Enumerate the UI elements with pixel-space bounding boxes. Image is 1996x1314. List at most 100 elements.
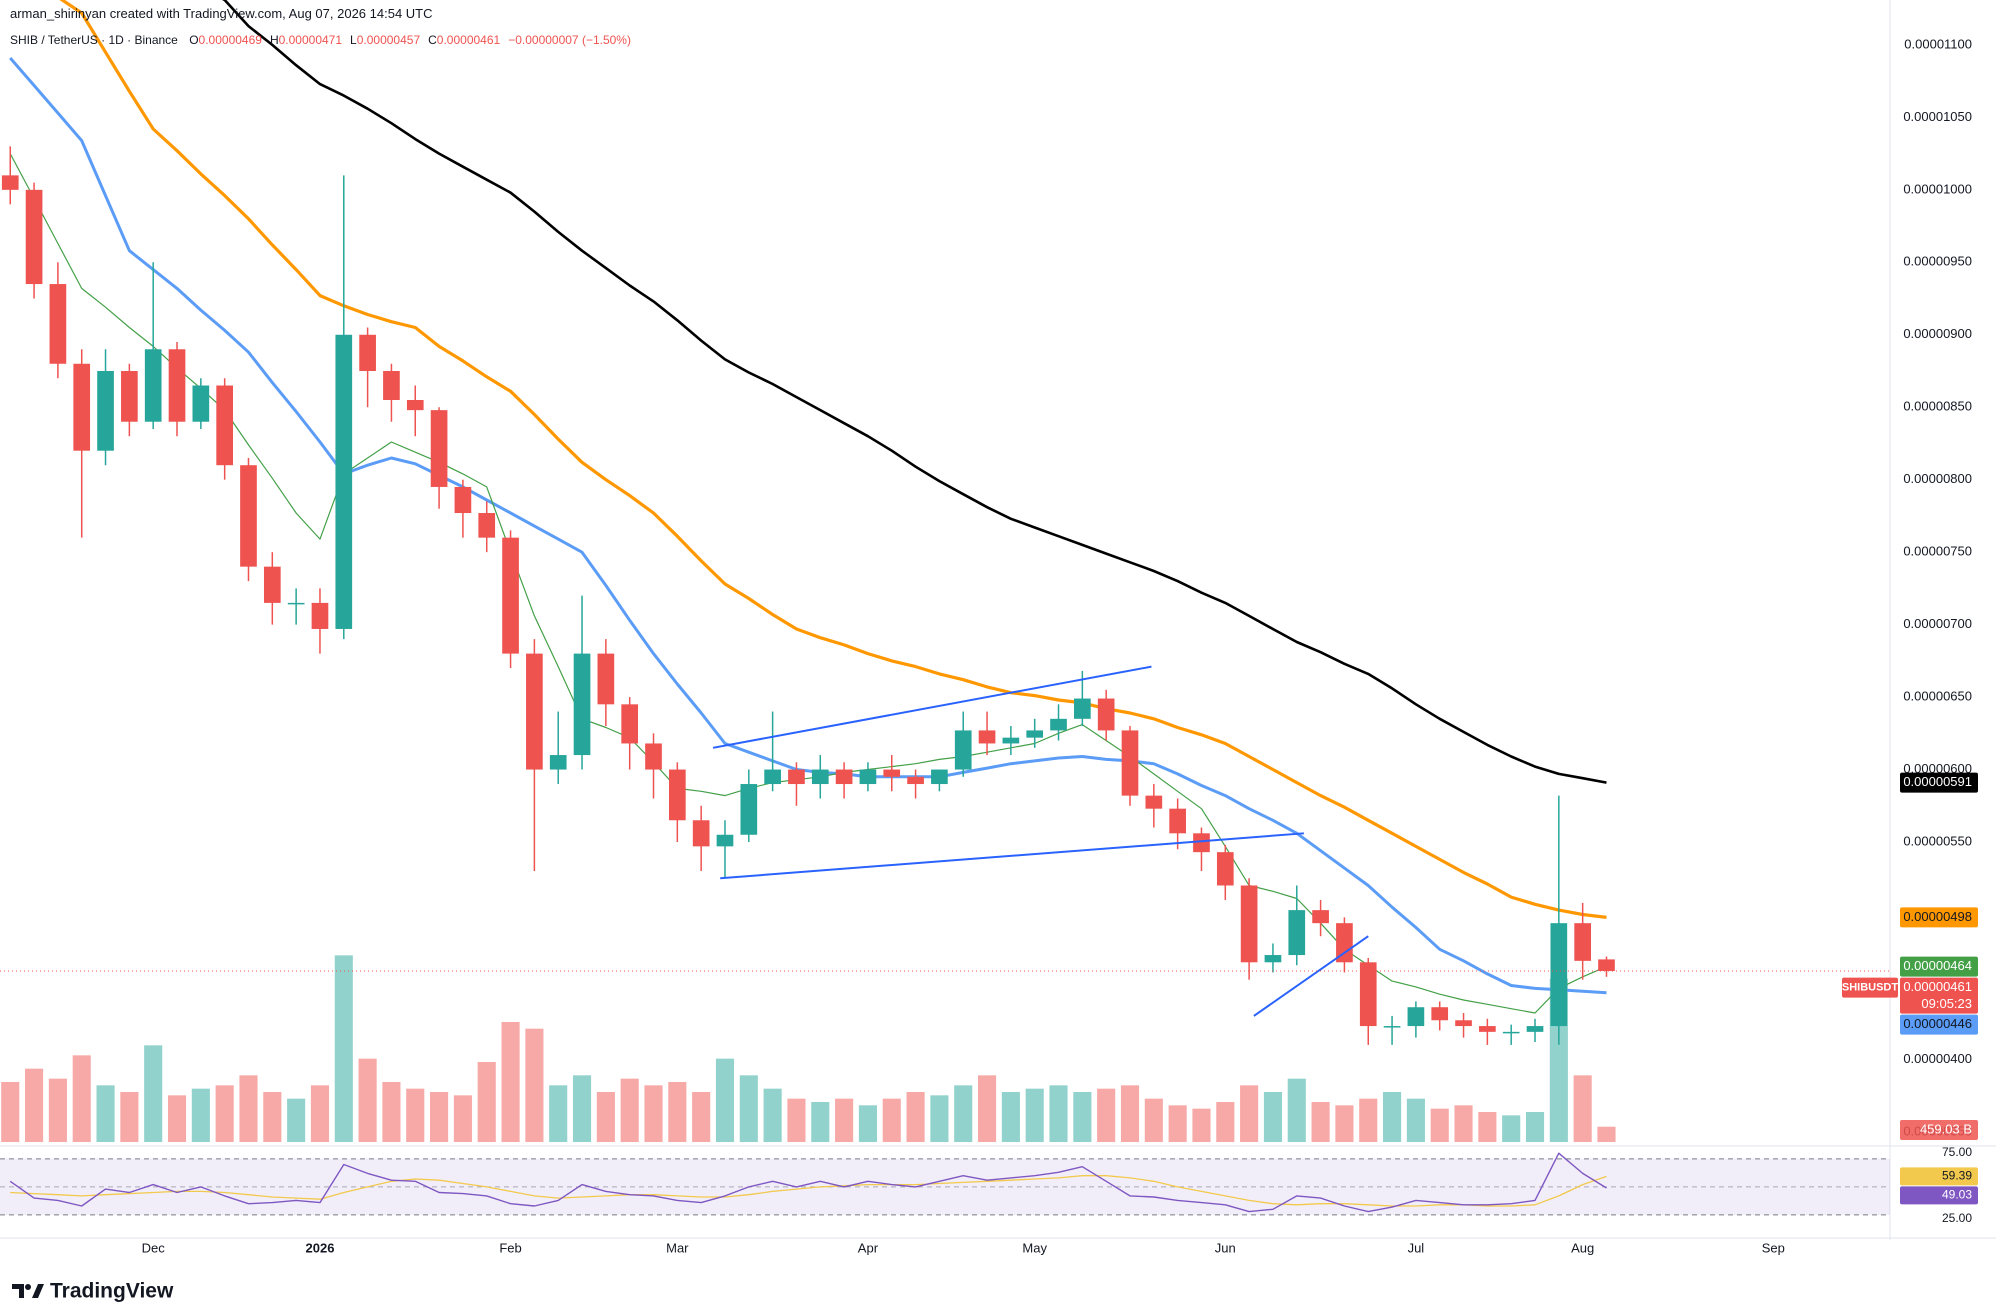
volume-bar	[1525, 1112, 1545, 1142]
symbol: SHIB / TetherUS · 1D · Binance	[10, 33, 178, 47]
candle-body	[168, 349, 186, 422]
volume-tag-label: 459.03 B	[1920, 1121, 1972, 1136]
candle-body	[1026, 730, 1044, 738]
volume-bar	[263, 1092, 282, 1142]
volume-bar	[477, 1062, 496, 1142]
volume-bar	[310, 1085, 330, 1142]
volume-bar	[644, 1085, 663, 1142]
y-tick-label: 0.00001050	[1903, 109, 1972, 124]
candle-body	[883, 769, 901, 777]
candle-body	[1550, 923, 1568, 1027]
candle-body	[645, 743, 662, 770]
candle-body	[954, 730, 972, 770]
volume-bar	[96, 1085, 115, 1142]
moving-average	[221, 0, 1607, 784]
volume-bar	[1168, 1105, 1187, 1142]
volume-bar	[930, 1095, 949, 1142]
volume-bar	[596, 1092, 615, 1142]
volume-bar	[191, 1088, 210, 1142]
rsi-pane	[0, 1152, 1890, 1216]
rsi-tag	[1900, 1167, 1978, 1186]
symbol-tag-label: SHIBUSDT	[1842, 982, 1899, 994]
candle-body	[49, 284, 67, 364]
candle-body	[549, 755, 567, 770]
volume-bar	[977, 1075, 997, 1142]
change: −0.00000007 (−1.50%)	[508, 33, 631, 47]
volume-bar	[406, 1088, 425, 1142]
candle-body	[1455, 1020, 1472, 1027]
candle-body	[859, 769, 877, 785]
candle-body	[25, 189, 43, 285]
ohlc-value: 0.00000461	[436, 33, 501, 47]
volume-bar	[1478, 1112, 1497, 1142]
candle-body	[692, 820, 710, 847]
rsi-line	[10, 1175, 1607, 1207]
candle-body	[1598, 959, 1615, 971]
candle-body	[978, 730, 996, 744]
volume-bar	[525, 1028, 544, 1142]
candle-body	[1002, 737, 1020, 744]
price-tag	[1900, 1014, 1978, 1035]
volume-bar	[882, 1098, 901, 1142]
trendline	[720, 832, 1304, 880]
logo-dot	[25, 1284, 31, 1290]
candle-body	[1407, 1007, 1425, 1027]
candle-body	[1074, 698, 1091, 719]
volume-bar	[739, 1075, 758, 1142]
main-pane	[0, 0, 1890, 1142]
y-tick-label: 0.00001000	[1903, 181, 1972, 196]
y-tick-label: 0.00000800	[1903, 471, 1972, 486]
volume-bar	[1430, 1108, 1449, 1142]
candle-body	[907, 776, 924, 785]
candle-body	[383, 371, 400, 400]
candle-body	[788, 769, 805, 785]
candle-body	[1288, 910, 1306, 956]
trendline	[712, 665, 1152, 749]
candle-body	[144, 349, 162, 422]
candle-body	[263, 566, 281, 603]
candle-body	[597, 653, 615, 705]
rsi-tag	[1900, 1186, 1978, 1205]
volume-bar	[1502, 1115, 1521, 1142]
countdown: 09:05:23	[1921, 996, 1972, 1011]
volume-bar	[549, 1085, 568, 1142]
x-tick-label: Dec	[142, 1240, 166, 1255]
volume-bar	[835, 1098, 854, 1142]
volume-bar	[215, 1085, 234, 1142]
volume-bar	[1263, 1092, 1282, 1142]
volume-bar	[1335, 1105, 1354, 1142]
volume-bar	[453, 1095, 472, 1142]
moving-average	[59, 0, 1607, 919]
price-tag-label: 0.00000464	[1903, 958, 1972, 973]
volume-bar	[1192, 1108, 1211, 1142]
logo-mark	[32, 1284, 44, 1298]
candle-body	[359, 334, 376, 372]
candle-body	[1145, 795, 1163, 809]
candle-body	[1240, 885, 1258, 963]
candle-body	[311, 602, 329, 629]
candle-body	[335, 334, 353, 629]
volume-bar	[167, 1095, 187, 1142]
y-tick-label: 0.00000650	[1903, 689, 1972, 704]
x-tick-label: Sep	[1762, 1240, 1785, 1255]
volume-bar	[430, 1092, 449, 1142]
axes: 0.00001100 0.00001050 0.00001000 0.00000950…	[142, 36, 1978, 1255]
volume-bar	[906, 1092, 925, 1142]
rsi-line	[9, 1152, 1607, 1213]
volume-bar	[692, 1092, 711, 1142]
candle-body	[97, 371, 114, 451]
candle-body	[502, 537, 519, 654]
price-tag	[1900, 956, 1978, 977]
price-tag-label: 0.00000461	[1903, 979, 1972, 994]
volume-bar	[1, 1082, 20, 1142]
candle-body	[1097, 698, 1115, 731]
y-tick-label: 0.00000600	[1903, 761, 1972, 776]
candle-body	[1, 175, 19, 190]
volume-bar	[287, 1098, 306, 1142]
candle-body	[1574, 923, 1592, 961]
volume-bar	[1073, 1092, 1092, 1142]
ohlc-value: 0.00000469	[198, 33, 262, 47]
candle-body	[1359, 962, 1377, 1027]
